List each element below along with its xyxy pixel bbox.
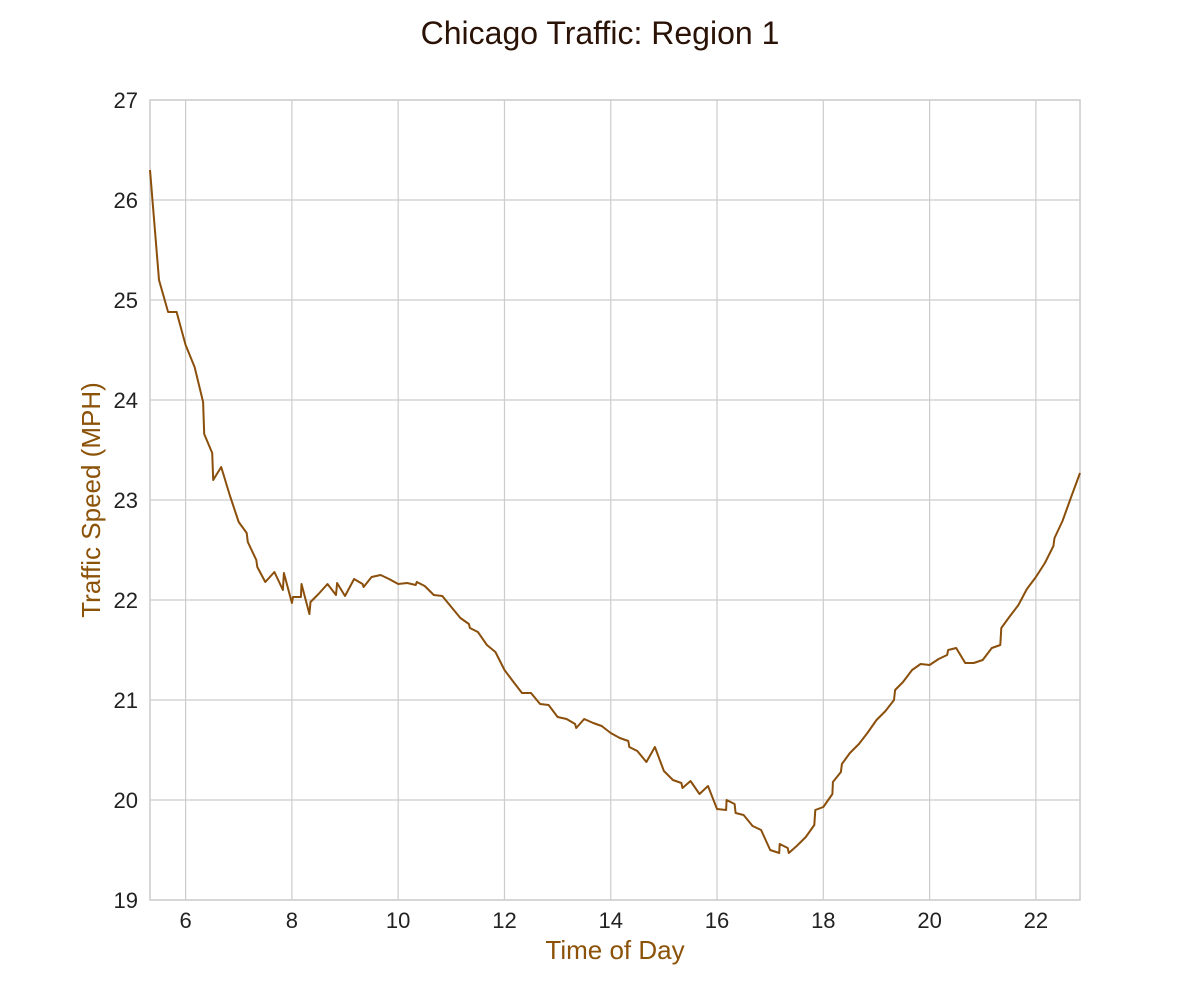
x-tick-label: 18 <box>811 908 835 933</box>
grid <box>150 99 1080 901</box>
y-tick-label: 20 <box>114 788 138 813</box>
y-tick-label: 21 <box>114 688 138 713</box>
x-tick-label: 20 <box>917 908 941 933</box>
x-tick-label: 10 <box>386 908 410 933</box>
y-axis-ticks: 19 20 21 22 23 24 25 26 27 <box>114 88 138 913</box>
x-tick-label: 14 <box>599 908 623 933</box>
series-line <box>149 169 1081 854</box>
y-tick-label: 24 <box>114 388 138 413</box>
x-axis-ticks: 6 8 10 12 14 16 18 20 22 <box>179 908 1048 933</box>
y-tick-label: 25 <box>114 288 138 313</box>
y-tick-label: 23 <box>114 488 138 513</box>
x-tick-label: 12 <box>492 908 516 933</box>
x-axis-label: Time of Day <box>545 935 684 965</box>
x-tick-label: 6 <box>179 908 191 933</box>
y-tick-label: 27 <box>114 88 138 113</box>
y-axis-label: Traffic Speed (MPH) <box>76 382 106 618</box>
x-tick-label: 16 <box>705 908 729 933</box>
plot-frame <box>149 99 1081 901</box>
x-tick-label: 22 <box>1024 908 1048 933</box>
chart-title: Chicago Traffic: Region 1 <box>421 15 780 51</box>
x-tick-label: 8 <box>286 908 298 933</box>
y-tick-label: 22 <box>114 588 138 613</box>
y-tick-label: 19 <box>114 888 138 913</box>
y-tick-label: 26 <box>114 188 138 213</box>
